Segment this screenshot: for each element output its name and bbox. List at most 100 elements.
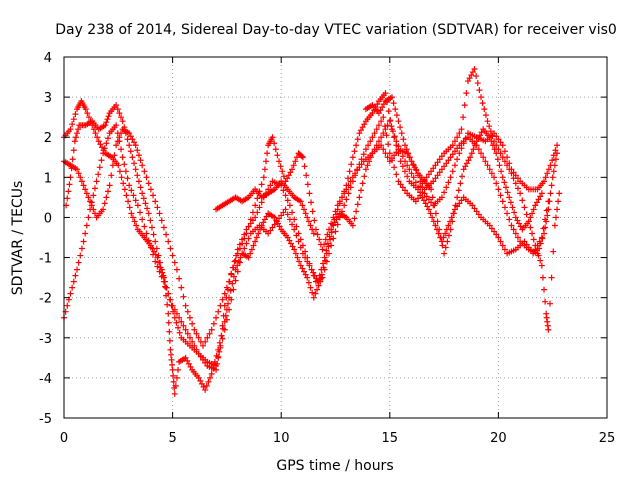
data-point [118, 174, 125, 181]
data-point [91, 185, 98, 192]
data-point [284, 175, 291, 182]
data-point [434, 218, 441, 225]
data-point [295, 238, 302, 245]
data-point [85, 194, 92, 201]
data-point [471, 66, 478, 73]
data-point [307, 284, 314, 291]
data-point [473, 208, 480, 215]
data-point [147, 186, 154, 193]
data-point [354, 136, 361, 143]
data-point [451, 162, 458, 169]
data-point [198, 380, 205, 387]
data-point [161, 283, 168, 290]
data-point [258, 199, 265, 206]
data-point [131, 218, 138, 225]
data-point [77, 174, 84, 181]
data-point [358, 161, 365, 168]
data-point [344, 175, 351, 182]
data-point [552, 214, 559, 221]
data-point [395, 118, 402, 125]
data-point [122, 130, 129, 137]
data-point [167, 245, 174, 252]
data-point [334, 206, 341, 213]
data-point [200, 383, 207, 390]
data-point [529, 230, 536, 237]
data-point [289, 243, 296, 250]
data-point [314, 286, 321, 293]
data-point [384, 154, 391, 161]
data-point [474, 80, 481, 87]
data-point [475, 211, 482, 218]
data-point [87, 118, 94, 125]
data-point [277, 163, 284, 170]
data-point [459, 173, 466, 180]
data-point [298, 153, 305, 160]
data-point [312, 290, 319, 297]
data-point [399, 184, 406, 191]
data-point [78, 245, 85, 252]
data-point [306, 190, 313, 197]
data-point [478, 129, 485, 136]
data-point [476, 132, 483, 139]
data-point [548, 274, 555, 281]
data-point [371, 146, 378, 153]
data-point [456, 130, 463, 137]
data-point [412, 179, 419, 186]
data-point [538, 262, 545, 269]
y-tick-label: -4 [39, 372, 52, 387]
data-point [170, 378, 177, 385]
data-point [375, 122, 382, 129]
data-point [152, 238, 159, 245]
data-point [87, 198, 94, 205]
data-point [406, 154, 413, 161]
data-point [382, 150, 389, 157]
data-point [186, 334, 193, 341]
data-point [229, 280, 236, 287]
data-point [282, 192, 289, 199]
data-point [176, 329, 183, 336]
data-point [263, 213, 270, 220]
data-point [547, 190, 554, 197]
series-track-d [61, 98, 552, 397]
data-point [457, 180, 464, 187]
data-point [287, 169, 294, 176]
data-point [210, 364, 217, 371]
data-point [304, 214, 311, 221]
data-point [341, 188, 348, 195]
data-point [122, 168, 129, 175]
data-point [431, 202, 438, 209]
data-point [349, 174, 356, 181]
data-point [535, 252, 542, 259]
data-point [77, 252, 84, 259]
y-tick-label: 1 [44, 171, 52, 186]
data-point [551, 222, 558, 229]
data-point [305, 279, 312, 286]
data-point [104, 116, 111, 123]
data-point [328, 229, 335, 236]
data-point [301, 268, 308, 275]
data-point [208, 370, 215, 377]
data-point [262, 158, 269, 165]
data-point [550, 168, 557, 175]
data-point [512, 230, 519, 237]
data-point [343, 182, 350, 189]
data-point [296, 258, 303, 265]
data-point [430, 165, 437, 172]
data-point [369, 110, 376, 117]
data-point [542, 174, 549, 181]
data-point [286, 237, 293, 244]
data-point [145, 210, 152, 217]
data-point [393, 138, 400, 145]
data-point [271, 221, 278, 228]
data-point [72, 272, 79, 279]
data-point [182, 302, 189, 309]
data-point [388, 155, 395, 162]
data-point [309, 226, 316, 233]
data-point [493, 180, 500, 187]
data-point [391, 152, 398, 159]
data-point [441, 250, 448, 257]
data-point [509, 204, 516, 211]
data-point [463, 160, 470, 167]
data-point [70, 278, 77, 285]
data-point [501, 204, 508, 211]
